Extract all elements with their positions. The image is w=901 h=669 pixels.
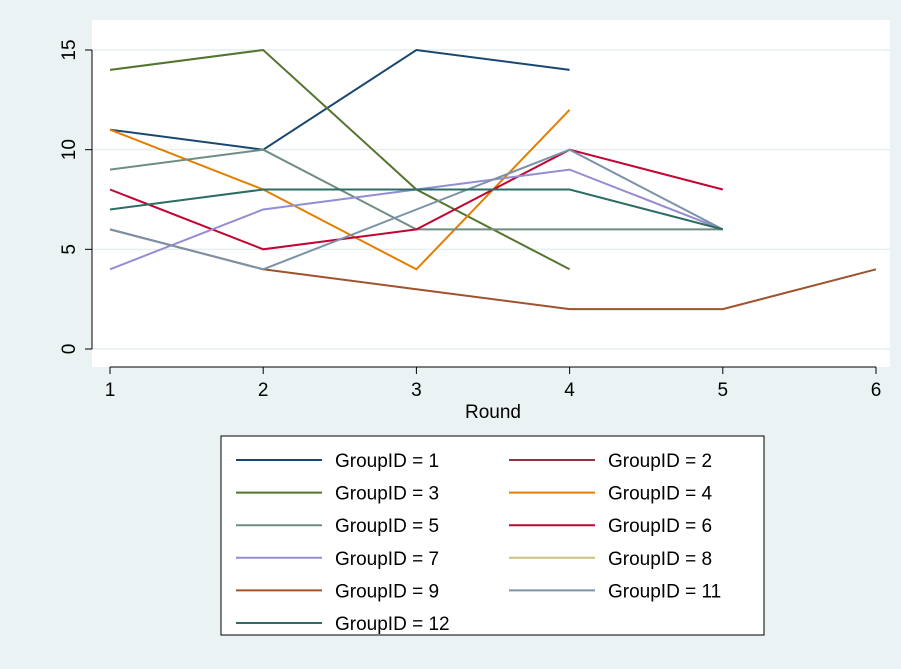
series-line bbox=[109, 148, 724, 271]
legend-label: GroupID = 6 bbox=[608, 516, 712, 537]
legend-label: GroupID = 11 bbox=[608, 581, 721, 602]
legend-label: GroupID = 8 bbox=[608, 549, 712, 570]
x-axis-title: Round bbox=[465, 402, 521, 423]
y-tick-label: 10 bbox=[59, 139, 80, 160]
legend-label: GroupID = 12 bbox=[335, 614, 450, 635]
legend-label: GroupID = 7 bbox=[335, 549, 439, 570]
gridlines bbox=[92, 49, 890, 350]
x-tick-label: 5 bbox=[718, 380, 729, 401]
legend-label: GroupID = 5 bbox=[335, 516, 439, 537]
legend-label: GroupID = 4 bbox=[608, 484, 712, 505]
x-tick-label: 3 bbox=[411, 380, 422, 401]
legend: GroupID = 1 GroupID = 2 GroupID = 3 GroupID… bbox=[220, 435, 765, 636]
x-tick-label: 4 bbox=[564, 380, 575, 401]
y-tick-label: 0 bbox=[59, 344, 80, 355]
plot-area bbox=[92, 20, 890, 367]
legend-label: GroupID = 3 bbox=[335, 484, 439, 505]
x-tick-label: 6 bbox=[871, 380, 882, 401]
legend-label: GroupID = 9 bbox=[335, 581, 439, 602]
legend-box bbox=[220, 435, 765, 636]
y-axis-ticks: 0 5 10 15 bbox=[59, 39, 92, 354]
legend-label: GroupID = 2 bbox=[608, 451, 712, 472]
series-line bbox=[109, 188, 724, 231]
y-tick-label: 5 bbox=[59, 244, 80, 255]
x-axis-ticks: 1 2 3 4 5 6 bbox=[105, 367, 882, 401]
x-tick-label: 1 bbox=[105, 380, 116, 401]
y-tick-label: 15 bbox=[59, 39, 80, 60]
series-line bbox=[109, 48, 570, 151]
legend-label: GroupID = 1 bbox=[335, 451, 439, 472]
axes bbox=[91, 50, 876, 368]
series-lines bbox=[109, 48, 877, 311]
x-tick-label: 2 bbox=[258, 380, 269, 401]
